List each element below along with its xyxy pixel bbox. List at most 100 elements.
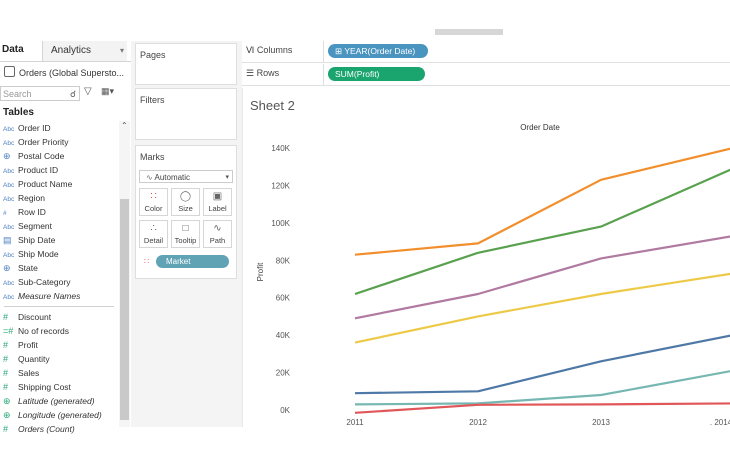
datasource-label: Orders (Global Supersto... [19, 68, 125, 78]
x-tick-label: 2012 [469, 418, 487, 427]
field-item[interactable]: # Orders (Count) [0, 422, 118, 436]
filters-title: Filters [140, 95, 165, 105]
tab-data[interactable]: Data [2, 44, 24, 55]
toolbar-dropdown[interactable] [435, 29, 503, 35]
rows-label: ☰ Rows [246, 68, 279, 79]
field-item[interactable]: ⊕ Longitude (generated) [0, 408, 118, 422]
field-label: Quantity [18, 354, 50, 364]
color-button[interactable]: ∷ Color [139, 188, 168, 216]
field-label: Ship Date [18, 235, 56, 245]
field-item[interactable]: Abc Sub-Category [0, 275, 118, 289]
field-list: Abc Order ID Abc Order Priority ⊕ Postal Code… [0, 121, 118, 436]
field-item[interactable]: # Quantity [0, 352, 118, 366]
field-item[interactable]: ⊕ Latitude (generated) [0, 394, 118, 408]
chevron-down-icon[interactable]: ▾ [119, 46, 124, 55]
series-line[interactable] [354, 147, 730, 256]
y-tick-label: 40K [276, 331, 291, 340]
field-type-icon: Abc [3, 224, 15, 231]
search-row: Search ☌ ▽ ▦▾ [0, 86, 131, 102]
search-input[interactable]: Search ☌ [0, 86, 80, 101]
field-label: Orders (Count) [18, 424, 75, 434]
field-label: Order Priority [18, 137, 69, 147]
field-type-icon: Abc [3, 182, 15, 189]
field-item[interactable]: Abc Product Name [0, 177, 118, 191]
field-item[interactable]: ▤ Ship Date [0, 233, 118, 247]
path-button[interactable]: ∿ Path [203, 220, 232, 248]
field-item[interactable]: # Profit [0, 338, 118, 352]
field-label: Longitude (generated) [18, 410, 102, 420]
filters-card[interactable]: Filters [135, 88, 237, 140]
field-label: Product Name [18, 179, 73, 189]
rows-pill[interactable]: SUM(Profit) [328, 67, 425, 81]
datasource-item[interactable]: Orders (Global Supersto... [4, 66, 124, 78]
columns-label-text: Columns [256, 45, 293, 55]
series-line[interactable] [354, 168, 730, 296]
field-item[interactable]: Abc Ship Mode [0, 247, 118, 261]
field-label: Row ID [18, 207, 46, 217]
x-axis: 2011 2012 2013 . 2014 [346, 418, 730, 427]
columns-pill[interactable]: ⊞ YEAR(Order Date) [328, 44, 428, 58]
calendar-icon: ▤ [3, 235, 12, 245]
field-item[interactable]: ⊕ State [0, 261, 118, 275]
tab-analytics[interactable]: Analytics ▾ [42, 41, 127, 61]
series-line[interactable] [354, 272, 730, 344]
x-tick-label: 2013 [592, 418, 610, 427]
scrollbar-thumb[interactable] [120, 199, 129, 420]
globe-icon: ⊕ [3, 410, 11, 420]
market-pill[interactable]: Market [156, 255, 229, 268]
tables-heading: Tables [3, 107, 34, 118]
pages-card[interactable]: Pages [135, 43, 237, 85]
field-item[interactable]: # Shipping Cost [0, 380, 118, 394]
field-item[interactable]: ⊕ Postal Code [0, 149, 118, 163]
sheet-view: Sheet 2 Order Date Profit 0K 20K 40K 60K 80K… [242, 88, 730, 427]
size-label: Size [178, 204, 193, 213]
field-type-icon: # [3, 210, 7, 217]
field-item[interactable]: Abc Region [0, 191, 118, 205]
series-line[interactable] [354, 334, 730, 395]
chevron-down-icon: ▾ [225, 174, 229, 181]
line-chart[interactable]: Order Date Profit 0K 20K 40K 60K 80K 100K 120K… [243, 88, 730, 427]
field-item[interactable]: # Row ID [0, 205, 118, 219]
label-button[interactable]: ▣ Label [203, 188, 232, 216]
mark-type-select[interactable]: ∿ Automatic ▾ [139, 170, 233, 183]
field-label: Measure Names [18, 291, 81, 301]
field-label: Ship Mode [18, 249, 59, 259]
series-line[interactable] [354, 402, 730, 414]
path-label: Path [209, 236, 226, 245]
field-item[interactable]: Abc Order Priority [0, 135, 118, 149]
shelf-divider [323, 64, 324, 85]
series-line[interactable] [354, 370, 730, 406]
scroll-up-icon[interactable]: ⌃ [121, 121, 128, 130]
field-item[interactable]: Abc Product ID [0, 163, 118, 177]
label-label: Label [208, 204, 227, 213]
color-icon: ∷ [150, 191, 157, 202]
tab-analytics-label: Analytics [51, 45, 92, 56]
field-type-icon: =# [3, 326, 14, 336]
field-item[interactable]: Abc Measure Names [0, 289, 118, 303]
field-item[interactable]: =# No of records [0, 324, 118, 338]
view-options-icon[interactable]: ▦▾ [101, 86, 115, 96]
scrollbar[interactable]: ⌃ [119, 121, 130, 427]
filter-icon[interactable]: ▽ [84, 86, 92, 97]
field-type-icon: # [3, 312, 9, 322]
tooltip-button[interactable]: □ Tooltip [171, 220, 200, 248]
field-label: Region [18, 193, 45, 203]
y-tick-label: 140K [271, 144, 290, 153]
size-button[interactable]: ◯ Size [171, 188, 200, 216]
field-label: Order ID [18, 123, 51, 133]
field-item[interactable]: Abc Segment [0, 219, 118, 233]
rows-shelf: ☰ Rows SUM(Profit) [242, 64, 730, 86]
field-label: Shipping Cost [18, 382, 71, 392]
y-tick-label: 20K [276, 369, 291, 378]
field-label: Segment [18, 221, 53, 231]
field-item[interactable]: # Discount [0, 310, 118, 324]
detail-button[interactable]: ∴ Detail [139, 220, 168, 248]
y-tick-label: 60K [276, 294, 291, 303]
y-axis: 0K 20K 40K 60K 80K 100K 120K 140K [271, 144, 290, 415]
field-item[interactable]: Abc Order ID [0, 121, 118, 135]
color-legend-icon: ∷ [144, 257, 149, 266]
field-label: Discount [18, 312, 52, 322]
marks-card: Marks ∿ Automatic ▾ ∷ Color ◯ Size ▣ Label ∴… [135, 145, 237, 279]
series-line[interactable] [354, 235, 730, 320]
field-item[interactable]: # Sales [0, 366, 118, 380]
